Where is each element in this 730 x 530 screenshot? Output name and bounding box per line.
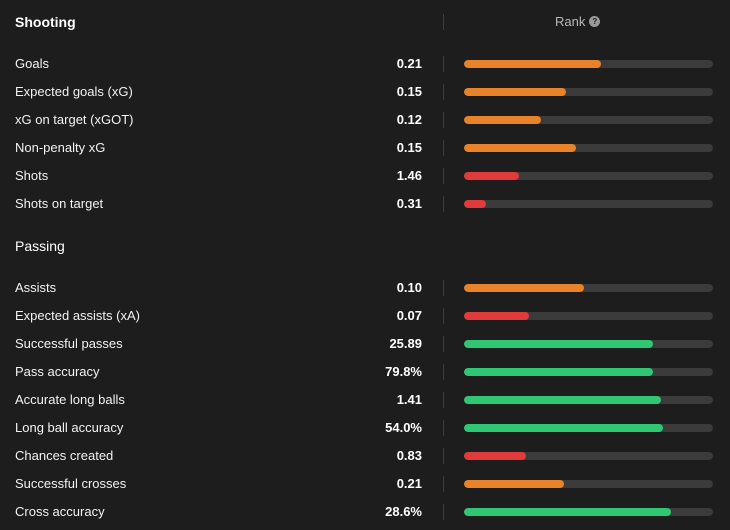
stat-label: Expected goals (xG) [15, 84, 133, 99]
rank-bar-track [464, 480, 713, 488]
header-divider [443, 14, 444, 30]
rank-bar-track [464, 88, 713, 96]
stat-value: 0.07 [396, 308, 422, 323]
rank-bar-fill [464, 340, 654, 348]
stat-label: Accurate long balls [15, 392, 125, 407]
stat-label: Shots on target [15, 196, 104, 211]
stat-value: 0.21 [396, 476, 422, 491]
rank-bar-track [464, 340, 713, 348]
stat-label: Non-penalty xG [15, 140, 106, 155]
rank-bar-fill [464, 60, 601, 68]
rank-bar-fill [464, 144, 577, 152]
stat-row-shots-on-target[interactable]: Shots on target 0.31 [0, 194, 730, 214]
rank-bar-track [464, 284, 713, 292]
rank-bar-fill [464, 312, 529, 320]
help-icon[interactable]: ? [589, 16, 601, 27]
row-divider [443, 308, 444, 324]
row-divider [443, 448, 444, 464]
rank-bar-track [464, 452, 713, 460]
stat-label: Goals [15, 56, 49, 71]
rank-bar-track [464, 116, 713, 124]
rank-bar-track [464, 200, 713, 208]
stat-value: 54.0% [385, 420, 422, 435]
row-divider [443, 420, 444, 436]
stat-label: Assists [15, 280, 57, 295]
rank-bar-fill [464, 200, 487, 208]
stat-row-pass-accuracy[interactable]: Pass accuracy 79.8% [0, 362, 730, 382]
rank-bar-fill [464, 172, 519, 180]
rank-bar-track [464, 144, 713, 152]
rank-bar-track [464, 424, 713, 432]
stat-value: 25.89 [389, 336, 422, 351]
passing-section-title: Passing [15, 238, 65, 254]
stat-row-chances-created[interactable]: Chances created 0.83 [0, 446, 730, 466]
rank-bar-fill [464, 116, 542, 124]
stat-row-cross-accuracy[interactable]: Cross accuracy 28.6% [0, 502, 730, 522]
rank-bar-fill [464, 480, 564, 488]
stat-label: Chances created [15, 448, 114, 463]
stat-label: Cross accuracy [15, 504, 105, 519]
rank-label: Rank [555, 14, 586, 29]
stat-value: 0.10 [396, 280, 422, 295]
stat-row-long-ball-accuracy[interactable]: Long ball accuracy 54.0% [0, 418, 730, 438]
stat-value: 1.41 [396, 392, 422, 407]
row-divider [443, 84, 444, 100]
rank-bar-fill [464, 508, 671, 516]
stat-row-expected-assists-xa[interactable]: Expected assists (xA) 0.07 [0, 306, 730, 326]
stat-value: 0.15 [396, 84, 422, 99]
stat-label: Successful crosses [15, 476, 127, 491]
rank-bar-track [464, 396, 713, 404]
row-divider [443, 392, 444, 408]
stat-row-accurate-long-balls[interactable]: Accurate long balls 1.41 [0, 390, 730, 410]
stat-label: Shots [15, 168, 49, 183]
stat-label: Expected assists (xA) [15, 308, 140, 323]
stat-row-successful-passes[interactable]: Successful passes 25.89 [0, 334, 730, 354]
row-divider [443, 56, 444, 72]
row-divider [443, 168, 444, 184]
rank-column-header: Rank ? [555, 14, 601, 29]
rank-bar-fill [464, 284, 584, 292]
stat-value: 79.8% [385, 364, 422, 379]
rank-bar-fill [464, 88, 567, 96]
row-divider [443, 280, 444, 296]
row-divider [443, 140, 444, 156]
stat-row-non-penalty-xg[interactable]: Non-penalty xG 0.15 [0, 138, 730, 158]
row-divider [443, 112, 444, 128]
stat-value: 0.21 [396, 56, 422, 71]
rank-bar-track [464, 368, 713, 376]
stat-value: 0.31 [396, 196, 422, 211]
stat-value: 0.83 [396, 448, 422, 463]
rank-bar-track [464, 508, 713, 516]
stat-row-expected-goals-xg[interactable]: Expected goals (xG) 0.15 [0, 82, 730, 102]
row-divider [443, 336, 444, 352]
rank-bar-fill [464, 396, 661, 404]
stat-row-xg-on-target-xgot[interactable]: xG on target (xGOT) 0.12 [0, 110, 730, 130]
rank-bar-fill [464, 452, 527, 460]
rank-bar-fill [464, 368, 654, 376]
rank-bar-track [464, 60, 713, 68]
rank-bar-track [464, 312, 713, 320]
shooting-section-title: Shooting [15, 14, 76, 30]
row-divider [443, 504, 444, 520]
stat-label: xG on target (xGOT) [15, 112, 134, 127]
stat-row-successful-crosses[interactable]: Successful crosses 0.21 [0, 474, 730, 494]
stat-value: 0.15 [396, 140, 422, 155]
stat-row-assists[interactable]: Assists 0.10 [0, 278, 730, 298]
stat-row-shots[interactable]: Shots 1.46 [0, 166, 730, 186]
row-divider [443, 196, 444, 212]
stat-value: 1.46 [396, 168, 422, 183]
stat-label: Long ball accuracy [15, 420, 124, 435]
row-divider [443, 476, 444, 492]
rank-bar-track [464, 172, 713, 180]
stat-row-goals[interactable]: Goals 0.21 [0, 54, 730, 74]
rank-bar-fill [464, 424, 664, 432]
row-divider [443, 364, 444, 380]
stat-value: 0.12 [396, 112, 422, 127]
stat-value: 28.6% [385, 504, 422, 519]
stat-label: Pass accuracy [15, 364, 100, 379]
stat-label: Successful passes [15, 336, 123, 351]
